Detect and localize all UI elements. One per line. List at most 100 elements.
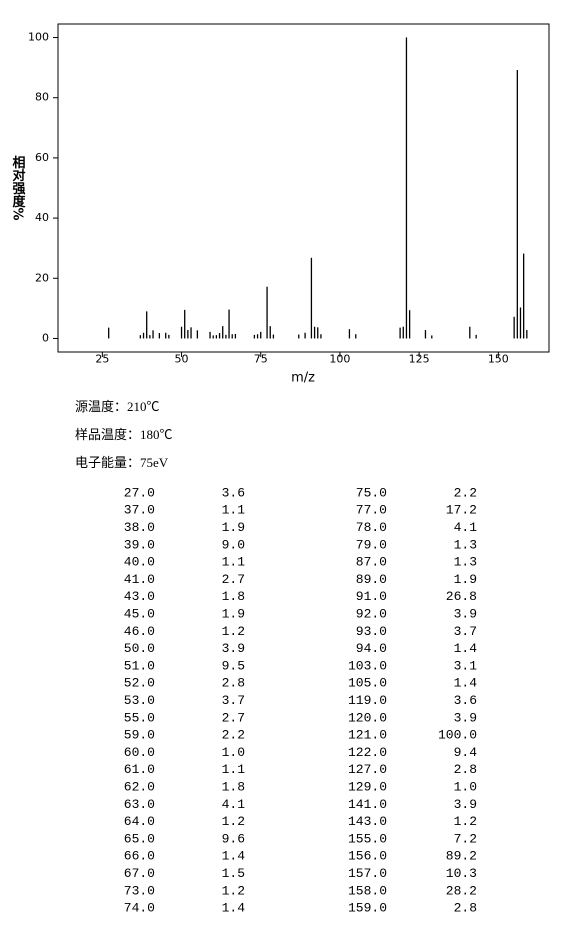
table-mz: 39.0 — [124, 537, 155, 552]
table-mz: 157.0 — [348, 866, 387, 881]
table-intensity: 1.9 — [222, 607, 245, 622]
table-mz: 37.0 — [124, 503, 155, 518]
table-mz: 61.0 — [124, 762, 155, 777]
table-mz: 67.0 — [124, 866, 155, 881]
table-intensity: 1.4 — [454, 676, 478, 691]
table-intensity: 2.8 — [454, 762, 477, 777]
table-mz: 92.0 — [356, 607, 387, 622]
table-intensity: 1.9 — [454, 572, 477, 587]
table-mz: 79.0 — [356, 537, 387, 552]
table-intensity: 9.0 — [222, 537, 245, 552]
y-tick-label: 60 — [35, 151, 49, 164]
table-intensity: 9.5 — [222, 658, 245, 673]
table-intensity: 1.0 — [222, 745, 245, 760]
table-intensity: 4.1 — [454, 520, 478, 535]
table-intensity: 2.8 — [454, 901, 477, 916]
table-mz: 129.0 — [348, 780, 387, 795]
table-intensity: 3.6 — [454, 693, 477, 708]
table-mz: 78.0 — [356, 520, 387, 535]
x-tick-label: 75 — [254, 352, 268, 365]
table-intensity: 1.8 — [222, 589, 245, 604]
table-intensity: 17.2 — [446, 503, 477, 518]
table-mz: 77.0 — [356, 503, 387, 518]
table-intensity: 1.4 — [222, 849, 246, 864]
table-mz: 64.0 — [124, 814, 155, 829]
table-intensity: 1.3 — [454, 537, 477, 552]
table-mz: 55.0 — [124, 710, 155, 725]
table-mz: 62.0 — [124, 780, 155, 795]
table-mz: 74.0 — [124, 901, 155, 916]
table-mz: 27.0 — [124, 485, 155, 500]
table-mz: 52.0 — [124, 676, 155, 691]
table-mz: 41.0 — [124, 572, 155, 587]
table-mz: 93.0 — [356, 624, 387, 639]
table-intensity: 1.3 — [454, 555, 477, 570]
table-intensity: 1.2 — [222, 814, 245, 829]
table-mz: 155.0 — [348, 831, 387, 846]
table-intensity: 1.1 — [222, 555, 246, 570]
table-intensity: 100.0 — [438, 728, 477, 743]
y-axis-label: 相对强度% — [10, 155, 26, 221]
table-mz: 122.0 — [348, 745, 387, 760]
table-intensity: 3.9 — [454, 797, 477, 812]
table-intensity: 1.5 — [222, 866, 245, 881]
table-mz: 159.0 — [348, 901, 387, 916]
table-intensity: 1.4 — [222, 901, 246, 916]
table-intensity: 2.8 — [222, 676, 245, 691]
table-intensity: 3.7 — [222, 693, 245, 708]
y-tick-label: 0 — [42, 331, 49, 344]
table-mz: 53.0 — [124, 693, 155, 708]
table-intensity: 1.2 — [222, 883, 245, 898]
table-intensity: 3.7 — [454, 624, 477, 639]
table-mz: 60.0 — [124, 745, 155, 760]
condition: 源温度：210℃ — [75, 399, 160, 414]
table-mz: 59.0 — [124, 728, 155, 743]
table-mz: 63.0 — [124, 797, 155, 812]
table-intensity: 3.1 — [454, 658, 478, 673]
table-intensity: 1.9 — [222, 520, 245, 535]
table-intensity: 28.2 — [446, 883, 477, 898]
table-mz: 66.0 — [124, 849, 155, 864]
condition: 电子能量：75eV — [75, 455, 169, 470]
table-intensity: 3.9 — [454, 607, 477, 622]
table-intensity: 3.9 — [222, 641, 245, 656]
table-intensity: 2.7 — [222, 710, 245, 725]
table-intensity: 1.1 — [222, 762, 246, 777]
table-intensity: 1.0 — [454, 780, 477, 795]
table-mz: 103.0 — [348, 658, 387, 673]
table-intensity: 4.1 — [222, 797, 246, 812]
table-mz: 127.0 — [348, 762, 387, 777]
table-mz: 143.0 — [348, 814, 387, 829]
table-intensity: 7.2 — [454, 831, 477, 846]
y-tick-label: 100 — [28, 31, 49, 44]
table-intensity: 1.4 — [454, 641, 478, 656]
table-mz: 91.0 — [356, 589, 387, 604]
table-mz: 158.0 — [348, 883, 387, 898]
table-mz: 40.0 — [124, 555, 155, 570]
table-intensity: 10.3 — [446, 866, 477, 881]
table-mz: 51.0 — [124, 658, 155, 673]
table-mz: 141.0 — [348, 797, 387, 812]
table-intensity: 2.2 — [454, 485, 477, 500]
y-tick-label: 20 — [35, 271, 49, 284]
table-mz: 46.0 — [124, 624, 155, 639]
y-tick-label: 80 — [35, 91, 49, 104]
table-mz: 156.0 — [348, 849, 387, 864]
y-tick-label: 40 — [35, 211, 49, 224]
table-mz: 105.0 — [348, 676, 387, 691]
table-mz: 65.0 — [124, 831, 155, 846]
x-tick-label: 150 — [488, 352, 509, 365]
table-intensity: 2.7 — [222, 572, 245, 587]
table-mz: 87.0 — [356, 555, 387, 570]
table-intensity: 3.6 — [222, 485, 245, 500]
table-intensity: 9.6 — [222, 831, 245, 846]
table-intensity: 3.9 — [454, 710, 477, 725]
table-mz: 94.0 — [356, 641, 387, 656]
table-mz: 73.0 — [124, 883, 155, 898]
table-intensity: 26.8 — [446, 589, 477, 604]
table-mz: 121.0 — [348, 728, 387, 743]
table-mz: 38.0 — [124, 520, 155, 535]
table-mz: 43.0 — [124, 589, 155, 604]
x-tick-label: 100 — [329, 352, 350, 365]
